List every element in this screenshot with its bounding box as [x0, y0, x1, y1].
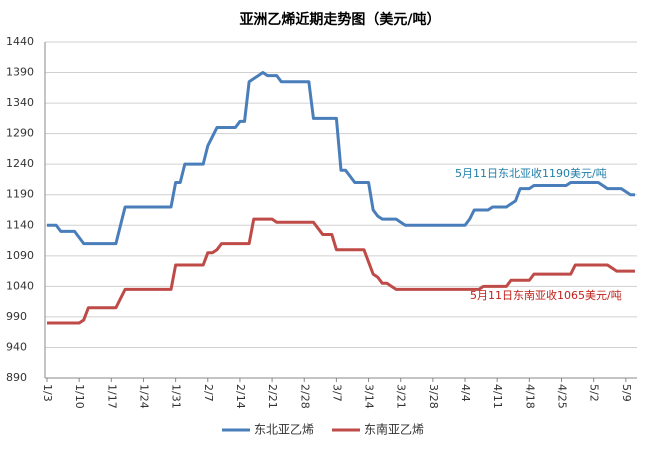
x-tick-label: 4/18 [523, 384, 536, 409]
y-tick-label: 940 [6, 340, 27, 353]
x-tick-label: 2/21 [266, 384, 279, 409]
y-tick-label: 1090 [6, 249, 34, 262]
x-tick-label: 1/10 [73, 384, 86, 409]
x-tick-label: 1/17 [105, 384, 118, 409]
x-tick-label: 4/4 [459, 384, 472, 402]
y-tick-label: 990 [6, 310, 27, 323]
y-tick-label: 890 [6, 371, 27, 384]
x-tick-label: 5/2 [588, 384, 601, 402]
series-line [47, 217, 635, 325]
series-line [47, 71, 635, 246]
y-tick-label: 1140 [6, 218, 34, 231]
y-tick-label: 1340 [6, 96, 34, 109]
y-tick-label: 1290 [6, 127, 34, 140]
x-tick-label: 2/14 [234, 384, 247, 409]
y-tick-label: 1040 [6, 279, 34, 292]
x-tick-label: 2/28 [298, 384, 311, 409]
x-tick-label: 4/11 [491, 384, 504, 409]
x-tick-label: 3/21 [395, 384, 408, 409]
y-tick-label: 1440 [6, 35, 34, 48]
chart-title: 亚洲乙烯近期走势图（美元/吨） [239, 11, 440, 28]
annotation: 5月11日东北亚收1190美元/吨 [455, 166, 607, 180]
annotation: 5月11日东南亚收1065美元/吨 [470, 288, 622, 302]
x-tick-label: 2/7 [202, 384, 215, 402]
y-tick-label: 1190 [6, 188, 34, 201]
x-tick-label: 3/7 [330, 384, 343, 402]
x-tick-label: 5/9 [620, 384, 633, 402]
x-tick-label: 1/3 [41, 384, 54, 402]
x-tick-label: 1/31 [170, 384, 183, 409]
legend-label: 东南亚乙烯 [364, 422, 424, 437]
x-tick-label: 3/28 [427, 384, 440, 409]
x-tick-label: 3/14 [363, 384, 376, 409]
x-tick-label: 4/25 [556, 384, 569, 409]
legend-label: 东北亚乙烯 [254, 423, 314, 437]
y-tick-label: 1390 [6, 66, 34, 79]
y-tick-label: 1240 [6, 157, 34, 170]
x-tick-label: 1/24 [137, 384, 150, 409]
